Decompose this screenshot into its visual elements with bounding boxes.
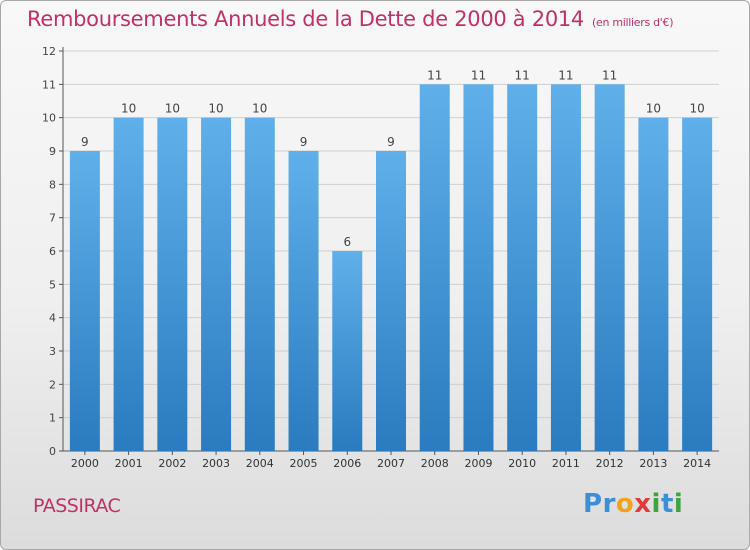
data-label: 10 <box>121 102 136 116</box>
commune-name: PASSIRAC <box>33 495 121 517</box>
x-tick-label: 2011 <box>552 457 580 470</box>
bar <box>376 151 406 451</box>
data-label: 6 <box>343 235 351 249</box>
x-tick-label: 2013 <box>639 457 667 470</box>
x-tick-label: 2009 <box>464 457 492 470</box>
bar <box>507 84 538 451</box>
data-label: 10 <box>646 102 661 116</box>
bar <box>244 117 275 452</box>
x-tick-label: 2008 <box>421 457 449 470</box>
bar <box>594 84 625 451</box>
logo-letter: x <box>634 489 652 519</box>
y-tick-label: 11 <box>42 78 56 91</box>
data-label: 11 <box>558 68 573 82</box>
proxiti-logo: Proxiti <box>583 489 683 519</box>
chart-title-text: Remboursements Annuels de la Dette de 20… <box>27 7 584 31</box>
y-tick-label: 5 <box>49 278 56 291</box>
bar <box>638 117 669 452</box>
y-tick-label: 6 <box>49 245 56 258</box>
x-tick-label: 2010 <box>508 457 536 470</box>
y-tick-label: 3 <box>49 345 56 358</box>
data-label: 10 <box>689 102 704 116</box>
data-label: 11 <box>602 68 617 82</box>
logo-letter: t <box>660 489 674 519</box>
data-label: 9 <box>300 135 308 149</box>
x-tick-label: 2004 <box>246 457 274 470</box>
logo-letter: r <box>602 489 616 519</box>
data-label: 10 <box>208 102 223 116</box>
x-tick-label: 2001 <box>115 457 143 470</box>
x-tick-label: 2002 <box>158 457 186 470</box>
bar <box>332 251 363 451</box>
y-tick-label: 0 <box>49 445 56 458</box>
x-tick-label: 2003 <box>202 457 230 470</box>
y-tick-label: 2 <box>49 378 56 391</box>
y-tick-label: 7 <box>49 212 56 225</box>
bar <box>550 84 581 451</box>
y-tick-label: 1 <box>49 412 56 425</box>
data-label: 10 <box>165 102 180 116</box>
y-tick-label: 4 <box>49 312 56 325</box>
bar <box>113 117 144 452</box>
logo-letter: P <box>583 489 603 519</box>
x-tick-label: 2006 <box>333 457 361 470</box>
x-tick-label: 2005 <box>290 457 318 470</box>
chart-title: Remboursements Annuels de la Dette de 20… <box>27 7 673 31</box>
x-tick-label: 2000 <box>71 457 99 470</box>
bar <box>69 151 100 451</box>
bar <box>157 117 188 452</box>
x-tick-label: 2012 <box>596 457 624 470</box>
data-label: 11 <box>471 68 486 82</box>
bar <box>288 151 319 451</box>
bar <box>682 117 713 452</box>
x-tick-label: 2014 <box>683 457 711 470</box>
data-label: 11 <box>427 68 442 82</box>
bar <box>419 84 450 451</box>
y-tick-label: 12 <box>42 45 56 58</box>
data-label: 11 <box>515 68 530 82</box>
y-tick-label: 10 <box>42 112 56 125</box>
y-tick-label: 9 <box>49 145 56 158</box>
bar <box>201 117 232 452</box>
x-tick-label: 2007 <box>377 457 405 470</box>
logo-letter: o <box>615 489 635 519</box>
data-label: 9 <box>387 135 395 149</box>
chart-subtitle: (en milliers d'€) <box>592 16 674 29</box>
logo-letter: i <box>673 489 684 519</box>
y-tick-label: 8 <box>49 178 56 191</box>
data-label: 9 <box>81 135 89 149</box>
bar <box>463 84 494 451</box>
data-label: 10 <box>252 102 267 116</box>
logo-letter: i <box>651 489 661 519</box>
